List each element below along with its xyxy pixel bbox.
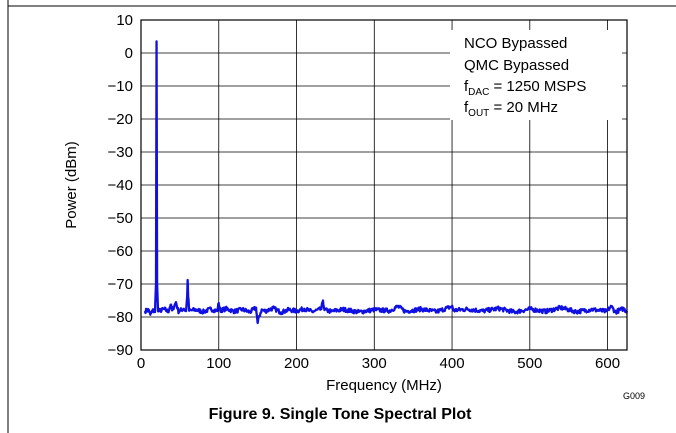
x-tick-label-0: 0 [137, 355, 145, 372]
x-tick-label-3: 300 [362, 355, 387, 372]
annotation-fdac-symbol: f [464, 78, 469, 95]
x-axis-label: Frequency (MHz) [326, 377, 442, 394]
x-tick-labels: 0 100 200 300 400 500 600 [137, 355, 620, 372]
x-tick-label-2: 200 [284, 355, 309, 372]
y-tick-label-8: −70 [108, 276, 133, 293]
y-tick-label-2: −10 [108, 78, 133, 95]
x-tick-label-4: 400 [440, 355, 465, 372]
y-tick-labels: 10 0 −10 −20 −30 −40 −50 −60 −70 −80 −90 [108, 12, 133, 359]
annotation-fdac-subscript: DAC [468, 87, 489, 98]
annotation-fout-subscript: OUT [468, 108, 489, 119]
y-axis-label: Power (dBm) [63, 141, 80, 229]
annotation-fdac-value: = 1250 MSPS [489, 78, 586, 95]
annotation-qmc: QMC Bypassed [464, 57, 569, 74]
y-tick-label-1: 0 [125, 45, 133, 62]
y-tick-label-5: −40 [108, 177, 133, 194]
annotation-fout: fOUT = 20 MHz [464, 99, 558, 119]
y-tick-label-7: −60 [108, 243, 133, 260]
y-tick-label-10: −90 [108, 342, 133, 359]
annotation-nco: NCO Bypassed [464, 35, 567, 52]
y-tick-label-0: 10 [116, 12, 133, 29]
y-tick-label-3: −20 [108, 111, 133, 128]
series-layer [143, 40, 629, 325]
spectrum-series-0 [143, 40, 629, 325]
y-tick-label-6: −50 [108, 210, 133, 227]
plot-frame [140, 19, 628, 351]
annotation-fdac: fDAC = 1250 MSPS [464, 78, 586, 98]
x-tick-label-6: 600 [595, 355, 620, 372]
annotation-fout-symbol: f [464, 99, 469, 116]
annotation-box [450, 30, 622, 120]
annotation-fout-value: = 20 MHz [489, 99, 558, 116]
y-tick-label-9: −80 [108, 309, 133, 326]
figure-id: G009 [623, 391, 645, 401]
y-tick-label-4: −30 [108, 144, 133, 161]
x-tick-label-1: 100 [206, 355, 231, 372]
figure-caption: Figure 9. Single Tone Spectral Plot [209, 406, 473, 423]
x-tick-label-5: 500 [517, 355, 542, 372]
